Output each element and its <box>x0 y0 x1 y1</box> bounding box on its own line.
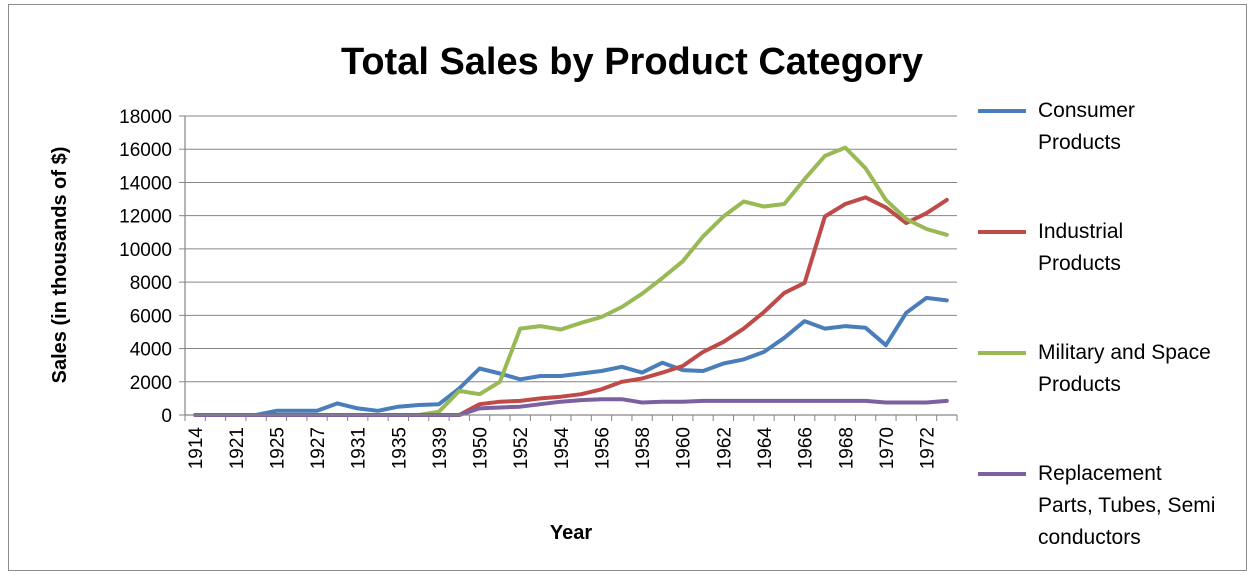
legend-label-3: Military and Space <box>1038 341 1211 364</box>
series-lines <box>193 145 949 417</box>
y-tick-label: 18000 <box>119 107 172 128</box>
y-axis-ticks: 0 2000 4000 6000 8000 10000 12000 14000 16000 180… <box>119 107 185 427</box>
y-tick-label: 12000 <box>119 207 172 228</box>
x-tick-label: 1921 <box>227 427 248 469</box>
x-tick-label: 1927 <box>308 427 329 469</box>
x-tick-label: 1952 <box>511 427 532 469</box>
y-tick-label: 4000 <box>130 340 172 361</box>
y-tick-label: 0 <box>161 406 172 427</box>
x-axis-title: Year <box>550 522 592 544</box>
legend: Consumer Products Industrial Products Milita… <box>978 99 1215 549</box>
x-tick-label: 1972 <box>918 427 939 469</box>
x-tick-label: 1962 <box>714 427 735 469</box>
x-tick-label: 1954 <box>552 427 573 470</box>
x-tick-label: 1925 <box>267 427 288 469</box>
legend-label-4: Replacement <box>1038 462 1162 485</box>
x-tick-label: 1964 <box>755 427 776 470</box>
y-tick-label: 14000 <box>119 173 172 194</box>
x-tick-label: 1966 <box>796 427 817 469</box>
chart-title: Total Sales by Product Category <box>341 41 923 83</box>
series-line-2 <box>193 195 949 417</box>
y-tick-label: 6000 <box>130 306 172 327</box>
x-tick-label: 1950 <box>471 427 492 469</box>
series-line-1 <box>193 295 949 417</box>
x-tick-label: 1914 <box>186 427 207 470</box>
y-tick-label: 10000 <box>119 240 172 261</box>
x-tick-label: 1956 <box>592 427 613 469</box>
legend-label-4: Parts, Tubes, Semi <box>1038 494 1215 517</box>
gridlines <box>185 115 957 383</box>
x-tick-label: 1960 <box>674 427 695 469</box>
legend-label-1: Products <box>1038 131 1121 154</box>
chart-frame <box>8 4 1247 571</box>
legend-label-3: Products <box>1038 373 1121 396</box>
x-tick-label: 1935 <box>389 427 410 469</box>
y-tick-label: 2000 <box>130 373 172 394</box>
legend-label-2: Products <box>1038 252 1121 275</box>
x-axis-ticks: 1914 1921 1925 1927 1931 1935 1939 1950 1952 1954… <box>184 415 958 470</box>
x-tick-label: 1939 <box>430 427 451 469</box>
y-tick-label: 8000 <box>130 273 172 294</box>
x-tick-label: 1968 <box>836 427 857 469</box>
legend-label-4: conductors <box>1038 526 1141 549</box>
axes <box>184 116 957 416</box>
y-tick-label: 16000 <box>119 140 172 161</box>
legend-label-2: Industrial <box>1038 220 1123 243</box>
legend-label-1: Consumer <box>1038 99 1135 122</box>
x-tick-label: 1931 <box>349 427 370 469</box>
x-tick-label: 1970 <box>877 427 898 469</box>
y-axis-title: Sales (in thousands of $) <box>49 147 71 384</box>
x-tick-label: 1958 <box>633 427 654 469</box>
